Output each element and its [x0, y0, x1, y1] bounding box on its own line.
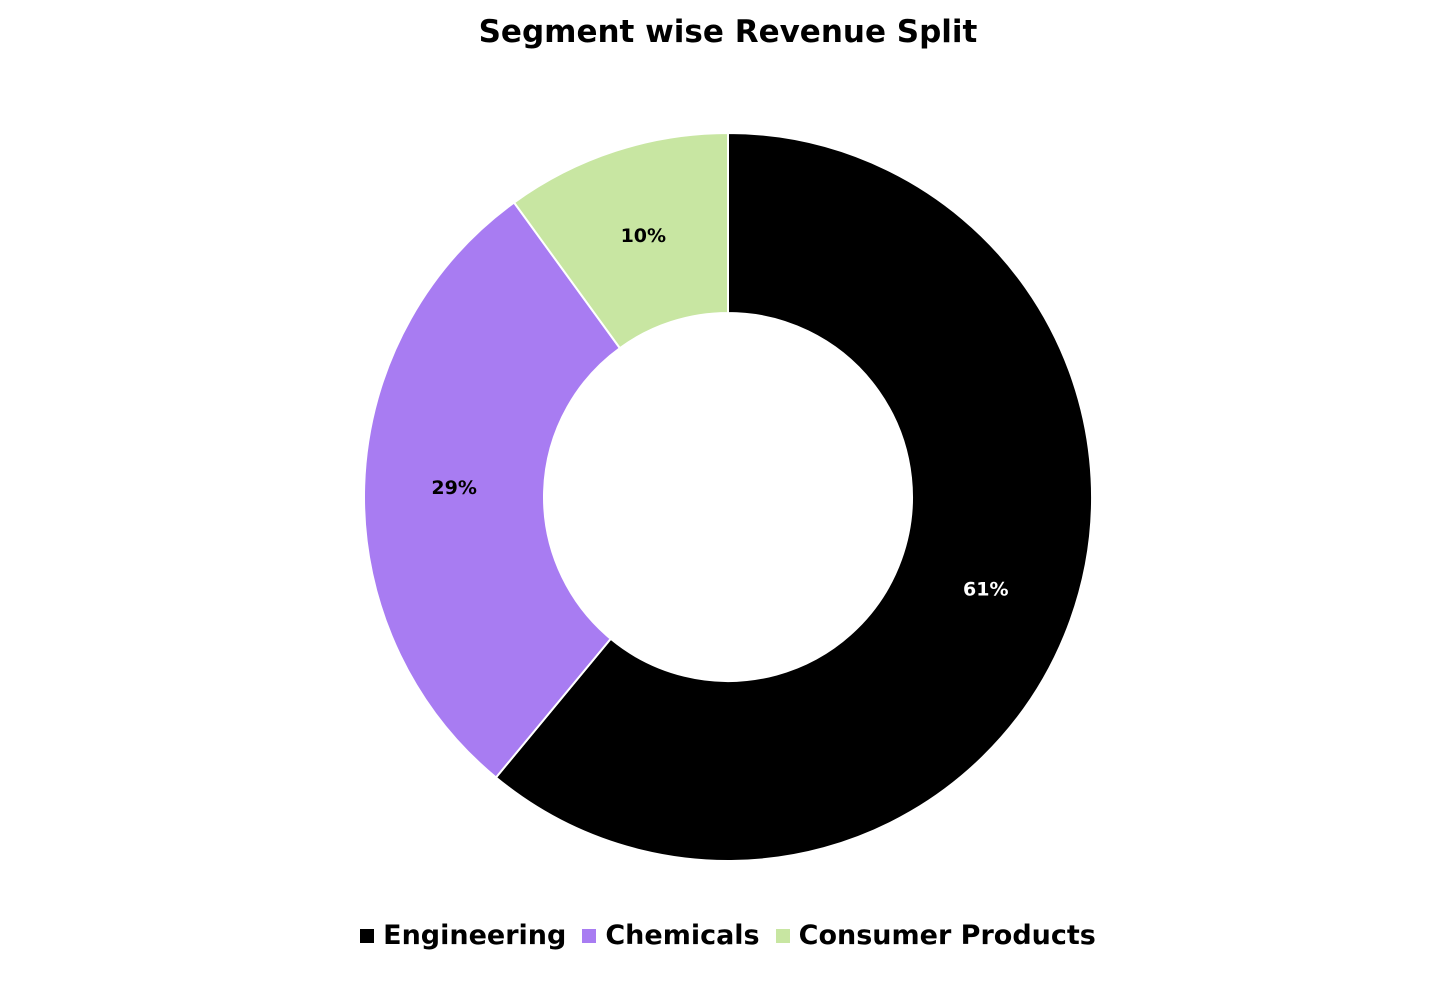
legend-label: Engineering — [383, 920, 567, 951]
slice-chemicals — [363, 201, 622, 779]
legend-swatch — [360, 928, 375, 943]
legend-label: Chemicals — [605, 920, 760, 951]
slice-label-consumer-products: 10% — [621, 225, 666, 247]
legend-item-chemicals: Chemicals — [582, 920, 760, 951]
slice-label-engineering: 61% — [963, 578, 1008, 600]
slice-engineering — [494, 131, 1093, 862]
legend-item-engineering: Engineering — [360, 920, 566, 951]
legend-item-consumer-products: Consumer Products — [775, 920, 1096, 951]
slice-consumer-products — [512, 131, 729, 350]
slice-label-chemicals: 29% — [431, 477, 476, 499]
legend-swatch — [775, 928, 790, 943]
chart-title: Segment wise Revenue Split — [478, 14, 978, 50]
legend-swatch — [582, 928, 597, 943]
chart-legend: Engineering Chemicals Consumer Products — [0, 920, 1456, 951]
legend-label: Consumer Products — [798, 920, 1096, 951]
